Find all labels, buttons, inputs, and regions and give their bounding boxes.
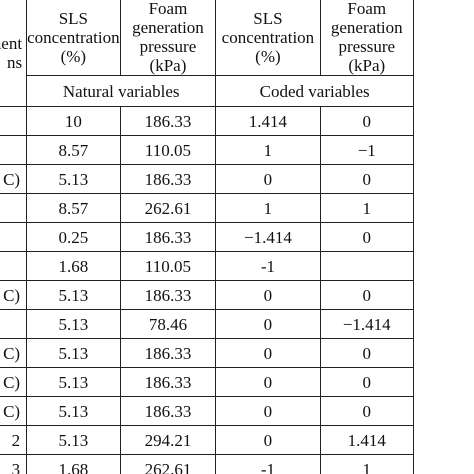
- row-label: 3: [0, 454, 28, 474]
- cell: 1: [215, 193, 321, 223]
- cell: 0: [319, 367, 415, 397]
- cell: 294.21: [119, 425, 217, 455]
- cell: 0: [215, 367, 321, 397]
- header-text: ment: [0, 33, 23, 53]
- cell: 0: [319, 106, 415, 136]
- cell: 5.13: [26, 164, 121, 194]
- cell: 0: [319, 164, 415, 194]
- table-row: 5.13 78.46 0 −1.414: [0, 309, 415, 339]
- cell: 1: [215, 135, 321, 165]
- cell: 186.33: [119, 367, 217, 397]
- cell: 0: [215, 280, 321, 310]
- table-row: 2 5.13 294.21 0 1.414: [0, 425, 415, 455]
- table-row: C) 5.13 186.33 0 0: [0, 280, 415, 310]
- cell: 8.57: [26, 193, 121, 223]
- cell: 5.13: [26, 338, 121, 368]
- cell: −1: [319, 135, 415, 165]
- header-text: ns: [6, 52, 23, 72]
- column-header: Foam generation pressure (kPa): [119, 0, 217, 76]
- cell: 262.61: [119, 193, 217, 223]
- table-row: C) 5.13 186.33 0 0: [0, 164, 415, 194]
- cell: 1.68: [26, 251, 121, 281]
- cell: 0: [319, 280, 415, 310]
- cell: 110.05: [119, 135, 217, 165]
- cell: 0: [319, 222, 415, 252]
- group-header: Coded variables: [215, 75, 414, 107]
- cell: 8.57: [26, 135, 121, 165]
- cell: 0: [319, 338, 415, 368]
- cell: 0: [215, 425, 321, 455]
- cell: −1.414: [319, 309, 415, 339]
- cell: 1.414: [319, 425, 415, 455]
- cell: 186.33: [119, 338, 217, 368]
- cell: 0: [215, 396, 321, 426]
- table-row: 3 1.68 262.61 -1 1: [0, 454, 415, 474]
- table-row: 8.57 262.61 1 1: [0, 193, 415, 223]
- cell: 5.13: [26, 396, 121, 426]
- table-row: C) 5.13 186.33 0 0: [0, 338, 415, 368]
- group-header: Natural variables: [26, 75, 217, 107]
- row-label: C): [0, 164, 28, 194]
- row-label: C): [0, 367, 28, 397]
- cell: -1: [215, 251, 321, 281]
- cell: -1: [215, 454, 321, 474]
- cell: 0: [215, 164, 321, 194]
- cell: 5.13: [26, 425, 121, 455]
- table-row: 10 186.33 1.414 0: [0, 106, 415, 136]
- row-label: [0, 135, 28, 165]
- column-header: SLS concentration (%): [215, 0, 321, 76]
- cell: 5.13: [26, 367, 121, 397]
- cell: 5.13: [26, 280, 121, 310]
- cell: 186.33: [119, 164, 217, 194]
- cell: 262.61: [119, 454, 217, 474]
- row-label: [0, 106, 28, 136]
- table-body: 10 186.33 1.414 0 8.57 110.05 1 −1 C) 5.13 186.33 0…: [0, 106, 415, 474]
- table-row: C) 5.13 186.33 0 0: [0, 367, 415, 397]
- table-row: 1.68 110.05 -1: [0, 251, 415, 281]
- cell: 78.46: [119, 309, 217, 339]
- cell: 0: [319, 396, 415, 426]
- cell: 0.25: [26, 222, 121, 252]
- row-label: C): [0, 280, 28, 310]
- cell: 186.33: [119, 396, 217, 426]
- table-row: 8.57 110.05 1 −1: [0, 135, 415, 165]
- cell: [319, 251, 415, 281]
- cell: 10: [26, 106, 121, 136]
- cell: 110.05: [119, 251, 217, 281]
- cell: 1: [319, 454, 415, 474]
- cell: 1.414: [215, 106, 321, 136]
- row-label: C): [0, 396, 28, 426]
- column-header: SLS concentration (%): [26, 0, 121, 76]
- row-label: C): [0, 338, 28, 368]
- row-label: [0, 309, 28, 339]
- data-table: mentns SLS concentration (%) Foam genera…: [0, 0, 415, 474]
- row-label: 2: [0, 425, 28, 455]
- cell: 186.33: [119, 280, 217, 310]
- row-label: [0, 251, 28, 281]
- cell: 186.33: [119, 106, 217, 136]
- cell: −1.414: [215, 222, 321, 252]
- cell: 5.13: [26, 309, 121, 339]
- row-label-header: mentns: [0, 0, 28, 107]
- cell: 1.68: [26, 454, 121, 474]
- cell: 186.33: [119, 222, 217, 252]
- row-label: [0, 193, 28, 223]
- column-header: Foam generation pressure (kPa): [319, 0, 415, 76]
- table-row: C) 5.13 186.33 0 0: [0, 396, 415, 426]
- cell: 0: [215, 309, 321, 339]
- table-row: 0.25 186.33 −1.414 0: [0, 222, 415, 252]
- cell: 0: [215, 338, 321, 368]
- row-label: [0, 222, 28, 252]
- cell: 1: [319, 193, 415, 223]
